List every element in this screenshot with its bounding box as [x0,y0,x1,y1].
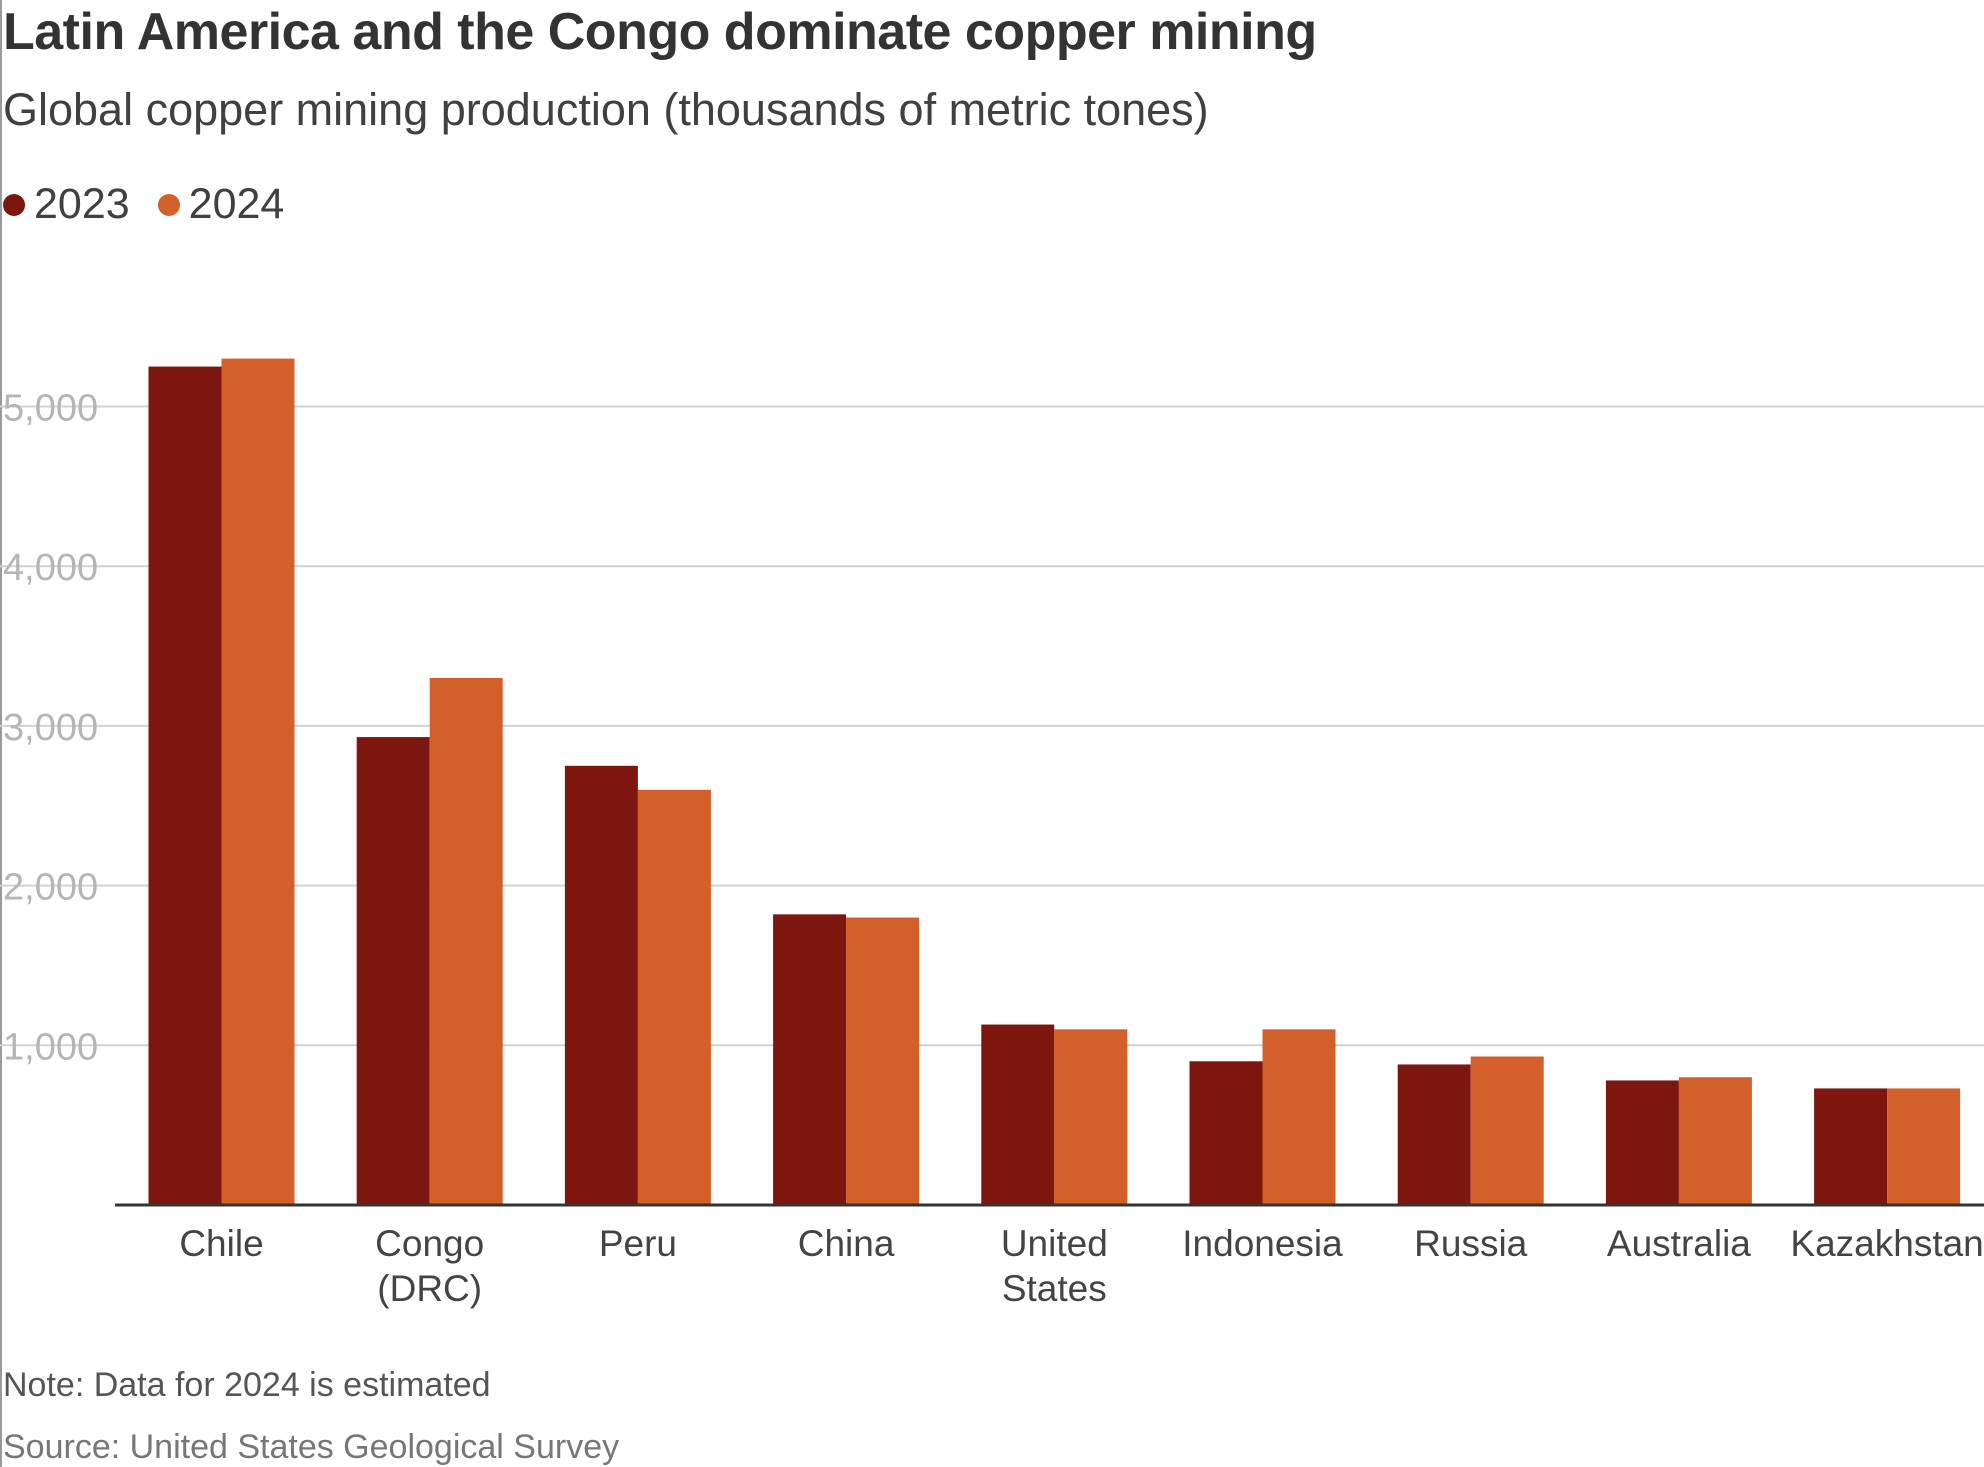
bar-2023 [1814,1088,1888,1205]
bar-2023 [564,765,638,1205]
x-tick-label: Chile [179,1223,263,1264]
y-tick-label: 3,000 [3,707,98,749]
bar-2024 [429,677,503,1205]
bar-2024 [221,358,295,1206]
bar-2023 [1605,1080,1679,1205]
y-tick-label: 2,000 [3,867,98,909]
legend-label: 2023 [34,180,130,228]
y-tick-label: 4,000 [3,547,98,589]
y-tick-label: 5,000 [3,388,98,430]
bar-2024 [1262,1029,1336,1205]
footnote: Note: Data for 2024 is estimated [3,1366,491,1404]
bar-2023 [981,1024,1055,1205]
legend: 2023 2024 [3,180,312,229]
y-tick-label: 1,000 [3,1026,98,1068]
legend-label: 2024 [188,180,285,228]
bar-2023 [148,366,222,1205]
bar-2024 [1678,1077,1752,1205]
bar-2024 [846,917,920,1205]
legend-dot-icon [157,193,180,216]
x-tick-label: Indonesia [1182,1223,1343,1264]
x-tick-label: Kazakhstan [1790,1223,1983,1264]
legend-dot-icon [3,193,25,216]
left-edge-rule [0,0,2,1467]
legend-item-2023: 2023 [3,180,130,229]
x-tick-label: Congo (DRC) [375,1223,484,1309]
bar-2024 [637,789,711,1205]
x-tick-label: United States [1001,1223,1108,1309]
bar-2023 [356,737,430,1205]
bar-2024 [1054,1029,1128,1205]
bar-2024 [1470,1056,1544,1205]
bar-2023 [1189,1061,1263,1205]
x-tick-label: Peru [599,1223,677,1264]
legend-item-2024: 2024 [157,180,285,229]
x-tick-label: China [798,1223,895,1264]
bar-2023 [1397,1064,1471,1205]
bar-2023 [773,914,847,1205]
bar-2024 [1887,1088,1961,1205]
chart-title: Latin America and the Congo dominate cop… [3,3,1317,61]
chart-subtitle: Global copper mining production (thousan… [3,84,1209,135]
source-line: Source: United States Geological Survey [3,1428,620,1466]
x-tick-label: Australia [1607,1223,1751,1264]
x-tick-label: Russia [1414,1223,1528,1264]
